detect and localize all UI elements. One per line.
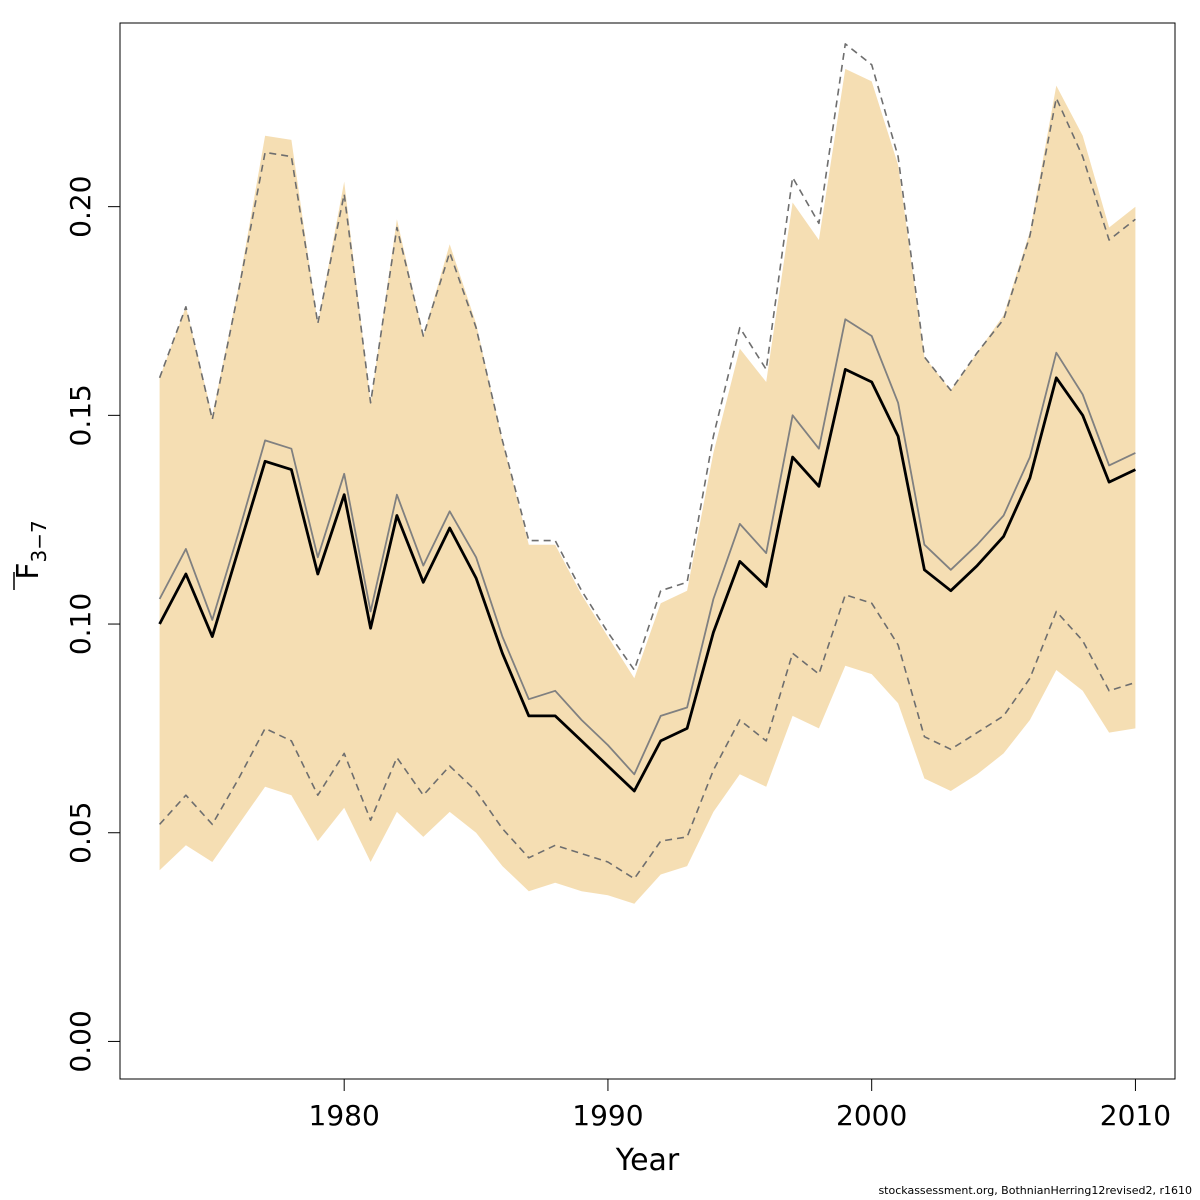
x-tick-label: 1980 <box>309 1099 380 1132</box>
y-axis: 0.00 0.05 0.10 0.15 0.20 <box>64 176 120 1073</box>
y-tick-label: 0.00 <box>64 1010 97 1072</box>
confidence-band <box>159 68 1136 904</box>
svg-text:F3−7: F3−7 <box>11 520 51 579</box>
y-tick-label: 0.05 <box>64 802 97 864</box>
y-axis-title-main: F <box>11 562 46 579</box>
y-axis-title: F3−7 <box>11 520 51 590</box>
y-tick-label: 0.15 <box>64 384 97 446</box>
confidence-band-layer <box>159 68 1136 904</box>
estimate-line <box>158 367 1137 793</box>
upper-ci-line <box>158 43 1136 671</box>
y-tick-label: 0.20 <box>64 176 97 238</box>
x-tick-label: 1990 <box>572 1099 643 1132</box>
plot-frame <box>119 22 1176 1080</box>
y-tick-label: 0.10 <box>64 593 97 655</box>
x-axis-title: Year <box>615 1143 680 1178</box>
y-axis-title-subscript: 3−7 <box>27 520 51 562</box>
x-axis: 1980 1990 2000 2010 <box>309 1079 1171 1132</box>
x-tick-label: 2000 <box>836 1099 907 1132</box>
x-tick-label: 2010 <box>1100 1099 1171 1132</box>
source-caption: stockassessment.org, BothnianHerring12re… <box>878 1184 1192 1197</box>
series-layer <box>158 43 1137 880</box>
reference-line <box>158 318 1136 776</box>
